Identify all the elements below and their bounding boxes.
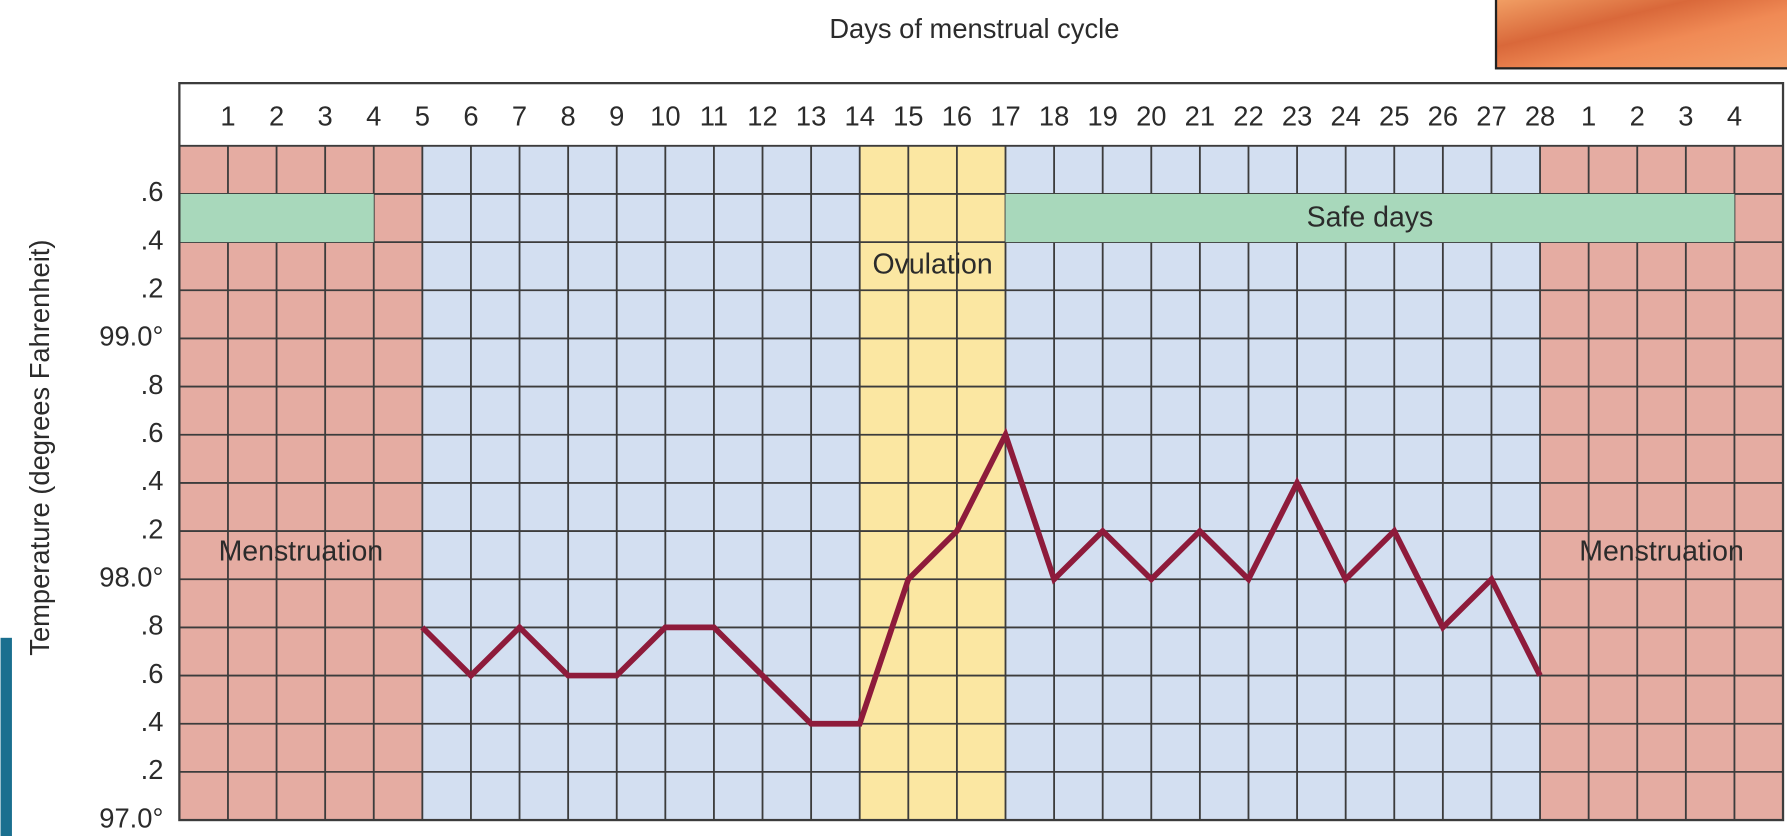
band-label: Menstruation (219, 535, 384, 567)
x-tick-label: 12 (747, 101, 777, 132)
side-accent (1, 638, 12, 836)
x-tick-label: 7 (512, 101, 527, 132)
y-tick-label: .2 (141, 513, 164, 544)
band-label: Menstruation (1579, 535, 1744, 567)
y-tick-label: .8 (141, 369, 164, 400)
x-tick-label: 2 (1630, 101, 1645, 132)
x-tick-label: 4 (1727, 101, 1742, 132)
safe-days-label: Safe days (1307, 202, 1434, 234)
x-tick-label: 9 (609, 101, 624, 132)
x-tick-label: 3 (318, 101, 333, 132)
x-tick-label: 27 (1476, 101, 1506, 132)
y-tick-label: .4 (141, 465, 164, 496)
x-tick-label: 16 (942, 101, 972, 132)
y-axis-label: Temperature (degrees Fahrenheit) (24, 240, 55, 656)
y-tick-label: 98.0° (99, 561, 163, 592)
y-tick-label: .6 (141, 417, 164, 448)
x-tick-label: 24 (1330, 101, 1360, 132)
chart-title: Days of menstrual cycle (829, 13, 1119, 44)
x-tick-label: 21 (1185, 101, 1215, 132)
x-tick-label: 15 (893, 101, 923, 132)
x-tick-label: 22 (1233, 101, 1263, 132)
x-tick-label: 4 (366, 101, 381, 132)
y-tick-label: .4 (141, 224, 164, 255)
x-tick-label: 28 (1525, 101, 1555, 132)
x-tick-label: 23 (1282, 101, 1312, 132)
x-tick-label: 11 (700, 101, 728, 132)
chart: Safe days Menstruation Ovulation Menstruati… (0, 0, 1787, 836)
x-tick-label: 13 (796, 101, 826, 132)
x-tick-label: 6 (463, 101, 478, 132)
x-tick-label: 19 (1087, 101, 1117, 132)
x-tick-label: 14 (845, 101, 875, 132)
y-tick-label: .6 (141, 658, 164, 689)
x-tick-label: 17 (990, 101, 1020, 132)
y-tick-label: .8 (141, 610, 164, 641)
y-tick-label: 99.0° (99, 321, 163, 352)
y-tick-label: 97.0° (99, 802, 163, 833)
y-tick-label: .6 (141, 176, 164, 207)
y-tick-label: .4 (141, 706, 164, 737)
x-tick-label: 10 (650, 101, 680, 132)
plot: Safe days Menstruation Ovulation Menstruati… (99, 83, 1783, 833)
safe-days-bar (179, 194, 373, 242)
corner-photo (1496, 0, 1787, 68)
y-tick-label: .2 (141, 272, 164, 303)
x-tick-label: 1 (1581, 101, 1596, 132)
x-tick-label: 18 (1039, 101, 1069, 132)
x-tick-label: 1 (220, 101, 235, 132)
page: {"chart_data": { "type": "line", "title"… (0, 0, 1787, 836)
x-tick-label: 25 (1379, 101, 1409, 132)
x-tick-label: 3 (1678, 101, 1693, 132)
x-tick-label: 20 (1136, 101, 1166, 132)
x-tick-label: 5 (415, 101, 430, 132)
band-label: Ovulation (872, 249, 992, 281)
x-tick-label: 2 (269, 101, 284, 132)
x-tick-label: 26 (1428, 101, 1458, 132)
y-tick-label: .2 (141, 754, 164, 785)
x-tick-label: 8 (561, 101, 576, 132)
